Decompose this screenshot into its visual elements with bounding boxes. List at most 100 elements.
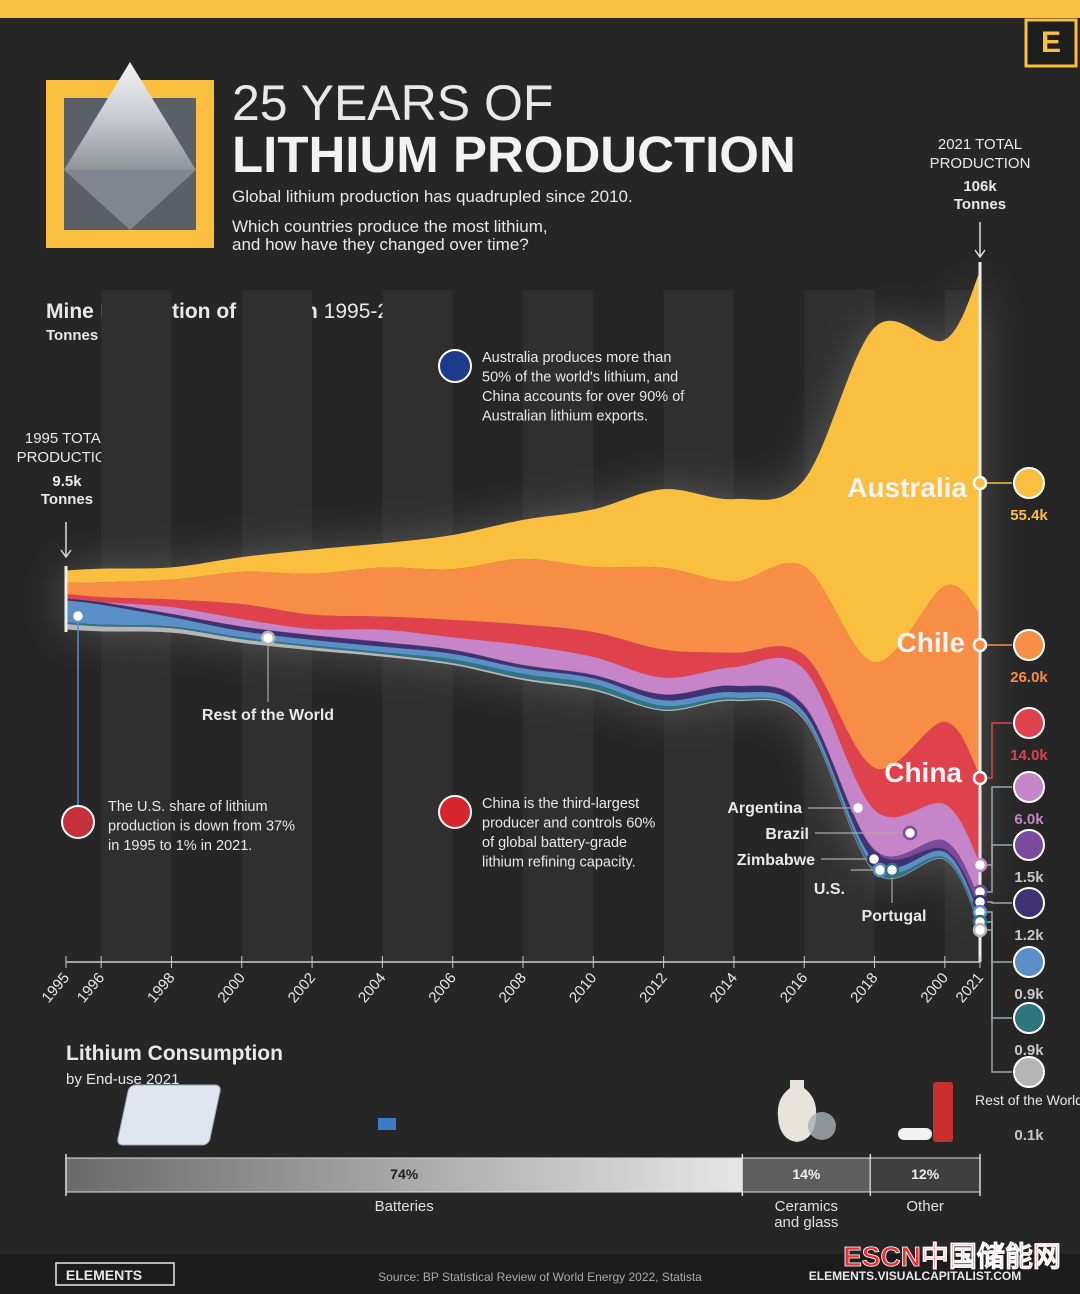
vase-icon	[777, 1080, 817, 1142]
category-label: Batteries	[374, 1198, 434, 1215]
end-total-unit: Tonnes	[954, 196, 1006, 213]
annotation: China is the third-largest	[482, 796, 639, 812]
series-label: Rest of the World	[202, 707, 334, 724]
brand-box	[55, 1262, 175, 1286]
pills-icon	[898, 1128, 932, 1140]
start-total-unit: Tonnes	[41, 491, 93, 508]
annotation: producer and controls 60%	[482, 816, 655, 832]
annotation: lithium refining capacity.	[482, 855, 636, 871]
battery-label-icon	[378, 1118, 396, 1130]
series-dot	[260, 630, 276, 646]
category-label: Ceramics and glass	[774, 1198, 839, 1231]
flag	[1013, 887, 1045, 919]
stream-band	[66, 594, 980, 863]
series-label: Australia	[847, 472, 967, 503]
watermark: ESCN中国储能网	[843, 1241, 1061, 1272]
annotation: in 1995 to 1% in 2021.	[108, 838, 252, 854]
flag	[1013, 1056, 1045, 1088]
salt-pile	[64, 62, 196, 170]
flag	[1013, 829, 1045, 861]
start-arrow	[60, 522, 72, 559]
question: and how have they changed over time?	[232, 235, 529, 254]
series-label: China	[884, 757, 962, 788]
logo: E	[1041, 26, 1061, 59]
annotation: 50% of the world's lithium, and	[482, 370, 678, 386]
end-value: 55.4k	[1010, 507, 1048, 524]
top-bar	[0, 0, 1080, 18]
end-value: 1.2k	[1014, 927, 1044, 944]
series-dot	[866, 851, 882, 867]
series-dot	[850, 800, 866, 816]
flag	[61, 805, 95, 839]
end-dot	[972, 770, 988, 786]
section-title: Lithium Consumption	[66, 1042, 283, 1065]
bar-segment	[65, 1157, 743, 1193]
series-label: Brazil	[765, 826, 809, 843]
end-total-value: 106k	[963, 178, 997, 195]
end-dot	[972, 922, 988, 938]
annotation: of global battery-grade	[482, 835, 627, 851]
series-dot	[884, 862, 900, 878]
category-label: Other	[906, 1198, 944, 1215]
flag	[438, 349, 472, 383]
unit: Tonnes	[46, 327, 98, 344]
end-dot	[972, 637, 988, 653]
annotation: Australia produces more than	[482, 350, 671, 366]
bar-segment	[741, 1157, 871, 1193]
bar-value: 74%	[390, 1166, 419, 1182]
stream-band	[66, 598, 980, 901]
stream-band	[66, 623, 980, 929]
stream-band	[66, 558, 980, 777]
series-label: Portugal	[862, 908, 927, 925]
start-total-value: 9.5k	[52, 473, 82, 490]
bar-value: 12%	[911, 1166, 940, 1182]
series-name: Rest of the World	[975, 1092, 1080, 1108]
end-value: 6.0k	[1014, 811, 1044, 828]
logo-box	[1024, 18, 1078, 68]
glass-icon	[808, 1112, 836, 1140]
annotation: China accounts for over 90% of	[482, 389, 685, 405]
battery-icon	[117, 1084, 221, 1146]
labels: 1995 1996 1998 2000 2002 2004 2006 2008 2010 2012…	[39, 262, 1080, 1196]
start-total-label: PRODUCTION	[17, 449, 118, 466]
series-label: Zimbabwe	[737, 852, 815, 869]
end-arrow	[974, 222, 986, 259]
end-value: 1.5k	[1014, 869, 1044, 886]
bar-value: 14%	[792, 1166, 821, 1182]
flag	[438, 795, 472, 829]
section-subtitle: by End-use 2021	[66, 1071, 179, 1088]
end-value: 0.9k	[1014, 986, 1044, 1003]
title-line1: 25 YEARS OF	[232, 75, 553, 131]
stream-band	[66, 622, 980, 928]
flag	[1013, 771, 1045, 803]
end-dot	[972, 475, 988, 491]
bar-segment	[869, 1157, 981, 1193]
series-label: Argentina	[727, 800, 802, 817]
subtitle: Global lithium production has quadrupled…	[232, 187, 633, 206]
flag	[1013, 1002, 1045, 1034]
footer-bar	[0, 1254, 1080, 1294]
annotation: Australian lithium exports.	[482, 409, 648, 425]
flag	[1013, 707, 1045, 739]
series-dot	[872, 862, 888, 878]
end-total-label: 2021 TOTAL	[938, 136, 1022, 153]
site: ELEMENTS.VISUALCAPITALIST.COM	[809, 1269, 1021, 1283]
end-value: 0.9k	[1014, 1042, 1044, 1059]
end-dot	[972, 857, 988, 873]
start-total-label: 1995 TOTAL	[25, 430, 109, 447]
brand: ELEMENTS	[66, 1267, 142, 1283]
end-value: 14.0k	[1010, 747, 1048, 764]
flag	[1013, 629, 1045, 661]
series-label: U.S.	[814, 881, 845, 898]
annotation: production is down from 37%	[108, 819, 295, 835]
title-line2: LITHIUM PRODUCTION	[232, 126, 796, 183]
flag	[1013, 467, 1045, 499]
question: Which countries produce the most lithium…	[232, 217, 548, 236]
series-dot	[70, 608, 86, 624]
source: Source: BP Statistical Review of World E…	[378, 1270, 702, 1284]
end-total-label: PRODUCTION	[930, 155, 1031, 172]
salt-reflection	[64, 170, 196, 230]
end-value: 0.1k	[1014, 1127, 1044, 1144]
